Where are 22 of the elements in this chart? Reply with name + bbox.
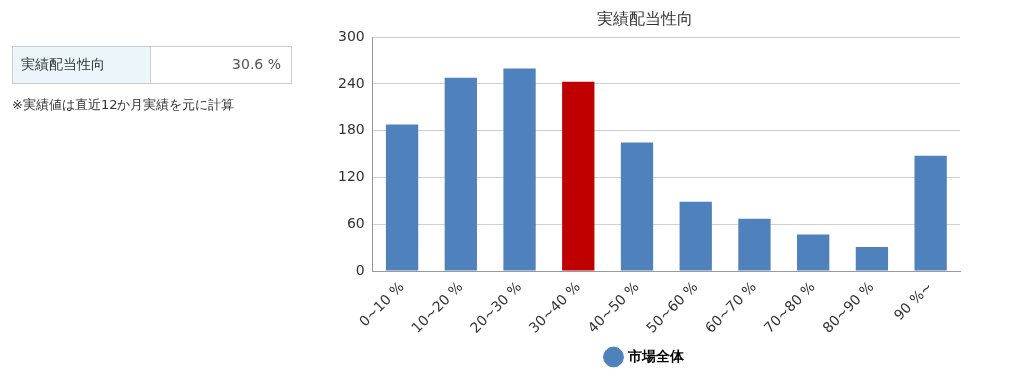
bar <box>797 234 830 271</box>
bar <box>620 142 654 271</box>
y-tick-label: 60 <box>346 214 365 231</box>
bar <box>444 77 477 271</box>
x-tick-label: 90 %~ <box>890 278 936 324</box>
y-tick-label: 180 <box>337 121 365 138</box>
legend-label: 市場全体 <box>626 347 685 364</box>
bar <box>562 81 595 271</box>
y-tick-label: 300 <box>337 27 365 44</box>
y-tick-label: 120 <box>337 168 365 185</box>
text: ※実績値は直近12か月実績を元に計算 <box>12 96 236 114</box>
bar <box>679 201 712 271</box>
bar <box>738 218 771 271</box>
text: 30.6 % <box>231 55 282 74</box>
bar <box>503 68 536 271</box>
bar <box>385 124 419 271</box>
bar <box>914 155 947 271</box>
text: 実績配当性向 <box>13 47 151 83</box>
bar <box>855 246 889 271</box>
chart-title: 実績配当性向 <box>597 8 693 28</box>
y-tick-label: 0 <box>355 261 365 278</box>
y-tick-label: 240 <box>337 74 365 91</box>
